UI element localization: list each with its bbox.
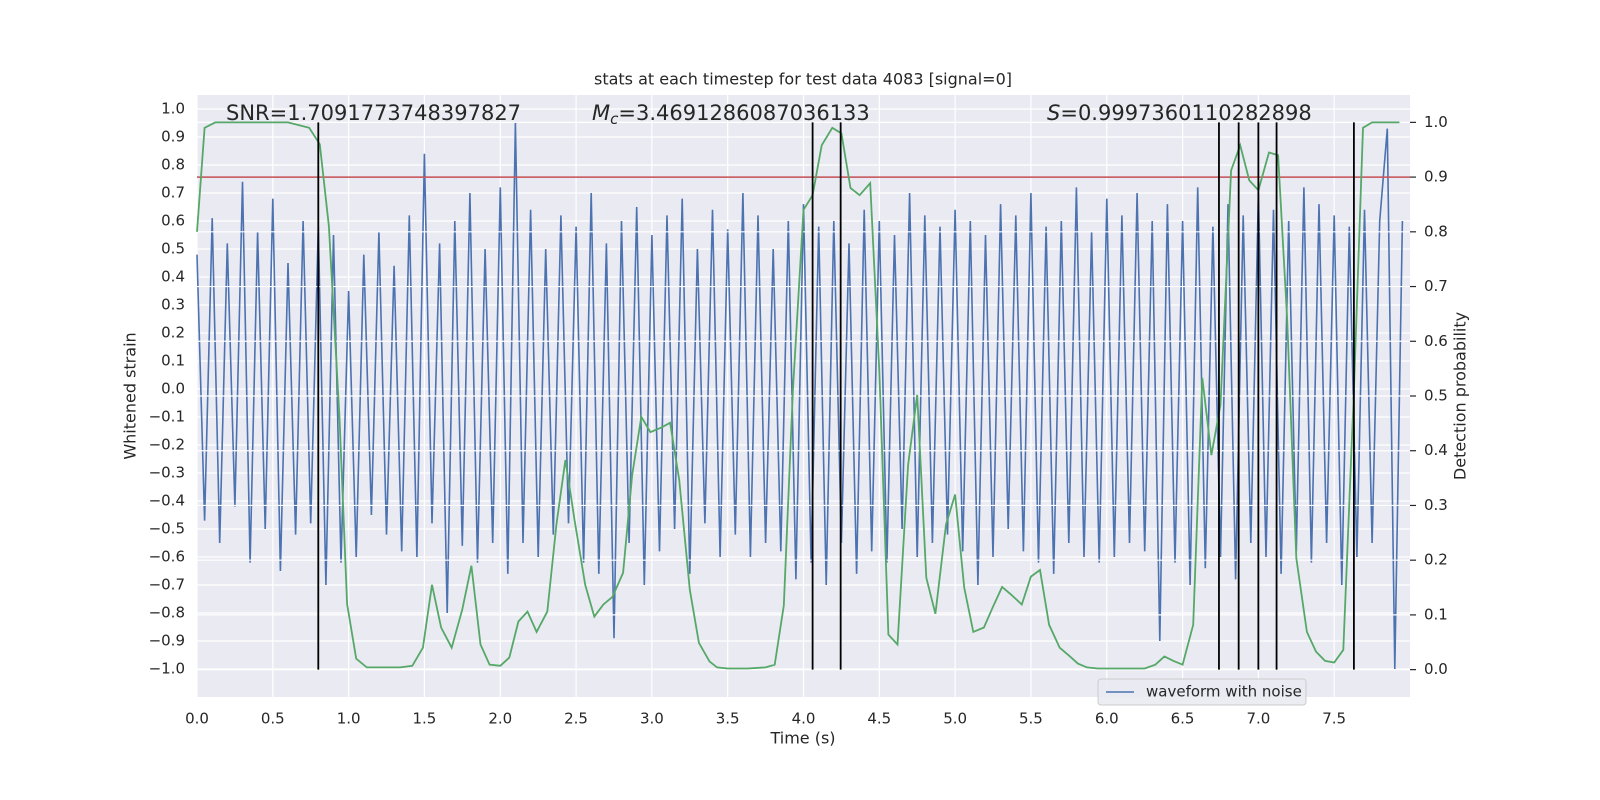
annotation: SNR=1.7091773748397827 <box>226 101 521 125</box>
x-tick-label: 5.5 <box>1019 710 1043 728</box>
y-tick-label: −0.1 <box>149 408 185 426</box>
annotation-symbol: S <box>1047 101 1060 125</box>
x-tick-label: 6.0 <box>1095 710 1119 728</box>
chart-title: stats at each timestep for test data 408… <box>594 70 1012 89</box>
y-tick-label: 0.1 <box>161 352 185 370</box>
annotation-subscript: c <box>610 110 619 128</box>
y-tick-label: 0.0 <box>161 380 185 398</box>
y2-axis-label: Detection probability <box>1451 312 1470 480</box>
annotation-text: SNR=1.7091773748397827 <box>226 101 521 125</box>
x-tick-label: 1.0 <box>337 710 361 728</box>
x-tick-label: 0.0 <box>185 710 209 728</box>
y-tick-label: 0.5 <box>161 240 185 258</box>
x-tick-label: 7.5 <box>1322 710 1346 728</box>
x-tick-label: 5.0 <box>943 710 967 728</box>
y-tick-label: 0.9 <box>161 128 185 146</box>
y2-tick-label: 0.0 <box>1424 660 1448 678</box>
y-tick-label: −0.4 <box>149 492 185 510</box>
x-tick-label: 4.0 <box>792 710 816 728</box>
y-axis-label: Whitened strain <box>121 332 140 459</box>
annotation-text: =0.9997360110282898 <box>1060 101 1311 125</box>
y-tick-label: 0.8 <box>161 156 185 174</box>
legend: waveform with noise <box>1097 678 1307 706</box>
y-tick-label: 0.7 <box>161 184 185 202</box>
x-axis-label: Time (s) <box>769 729 835 748</box>
x-tick-label: 6.5 <box>1171 710 1195 728</box>
y2-tick-label: 0.6 <box>1424 332 1448 350</box>
annotation-symbol: M <box>592 101 610 125</box>
x-tick-label: 4.5 <box>867 710 891 728</box>
y2-tick-label: 0.3 <box>1424 496 1448 514</box>
x-tick-label: 3.0 <box>640 710 664 728</box>
annotation: S=0.9997360110282898 <box>1047 101 1312 125</box>
y2-tick-label: 0.4 <box>1424 441 1448 459</box>
y2-tick-label: 1.0 <box>1424 113 1448 131</box>
y-tick-label: 0.4 <box>161 268 185 286</box>
y2-tick-label: 0.5 <box>1424 387 1448 405</box>
series-line <box>196 121 1400 670</box>
annotation: Mc=3.4691286087036133 <box>592 101 870 128</box>
x-tick-label: 1.5 <box>413 710 437 728</box>
annotation-text: =3.4691286087036133 <box>618 101 869 125</box>
y-tick-label: 1.0 <box>161 100 185 118</box>
y2-tick-label: 0.8 <box>1424 222 1448 240</box>
x-tick-label: 0.5 <box>261 710 285 728</box>
y-tick-label: −0.2 <box>149 436 185 454</box>
x-tick-label: 7.0 <box>1246 710 1270 728</box>
x-tick-label: 3.5 <box>716 710 740 728</box>
y-tick-label: −0.9 <box>149 632 185 650</box>
y-tick-label: −0.3 <box>149 464 185 482</box>
y-tick-label: 0.6 <box>161 212 185 230</box>
data-layer <box>196 121 1410 671</box>
y-tick-label: 0.3 <box>161 296 185 314</box>
y2-tick-label: 0.9 <box>1424 168 1448 186</box>
x-tick-label: 2.5 <box>564 710 588 728</box>
y-tick-label: −0.8 <box>149 604 185 622</box>
legend-label: waveform with noise <box>1146 683 1302 701</box>
legend-box <box>1097 678 1307 706</box>
y2-tick-label: 0.1 <box>1424 605 1448 623</box>
y2-tick-label: 0.7 <box>1424 277 1448 295</box>
y-tick-label: −1.0 <box>149 660 185 678</box>
y-tick-label: −0.7 <box>149 576 185 594</box>
y-tick-label: 0.2 <box>161 324 185 342</box>
y2-tick-label: 0.2 <box>1424 551 1448 569</box>
y-tick-label: −0.5 <box>149 520 185 538</box>
series-line <box>196 122 1404 670</box>
y-tick-label: −0.6 <box>149 548 185 566</box>
x-tick-label: 2.0 <box>488 710 512 728</box>
